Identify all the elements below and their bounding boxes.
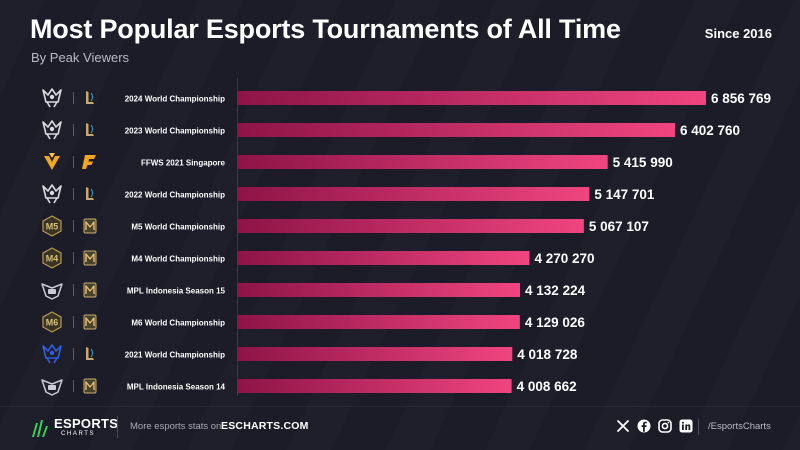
chart-subtitle: By Peak Viewers <box>31 50 130 65</box>
esports-charts-logo-icon <box>32 420 48 437</box>
footer-separator <box>0 406 800 407</box>
value-label: 4 008 662 <box>517 379 577 394</box>
x-icon[interactable] <box>616 419 630 433</box>
value-label: 4 270 270 <box>534 251 594 266</box>
esports-charts-logo[interactable]: ESPORTS CHARTS <box>30 414 118 442</box>
footer: ESPORTS CHARTS More esports stats on ESC… <box>0 406 800 450</box>
logo-brand-text: ESPORTS <box>54 416 119 431</box>
social-handle[interactable]: /EsportsCharts <box>708 421 771 432</box>
worlds-trophy-icon <box>42 120 62 140</box>
linkedin-icon[interactable] <box>679 419 693 433</box>
handle-divider <box>698 419 699 435</box>
value-label: 5 067 107 <box>589 219 649 234</box>
league-of-legends-icon <box>86 347 94 360</box>
since-label: Since 2016 <box>704 26 772 41</box>
bar <box>238 219 584 233</box>
bar <box>238 315 520 329</box>
footer-more-text: More esports stats on <box>130 421 222 432</box>
footer-divider <box>117 416 118 438</box>
bar <box>238 123 676 137</box>
facebook-icon[interactable] <box>637 419 651 433</box>
bar-row: 2021 World Championship 4 018 728 <box>125 347 578 362</box>
category-label: FFWS 2021 Singapore <box>141 158 226 167</box>
logo-brand-sub: CHARTS <box>61 431 96 437</box>
worlds-trophy-icon <box>42 88 62 108</box>
bar-row: M4 World Championship 4 270 270 <box>131 251 595 266</box>
category-label: MPL Indonesia Season 15 <box>127 286 226 295</box>
bar <box>238 187 590 201</box>
svg-text:M5: M5 <box>46 222 59 232</box>
mobile-legends-icon <box>83 378 97 394</box>
bar <box>238 347 513 361</box>
worlds-trophy-icon <box>42 184 62 204</box>
bar-row: MPL Indonesia Season 14 4 008 662 <box>127 379 577 394</box>
svg-text:M4: M4 <box>46 254 59 264</box>
mobile-legends-icon <box>83 250 97 266</box>
mobile-legends-icon <box>83 314 97 330</box>
m6-badge-icon: M6 <box>42 311 62 333</box>
bar-row: 2024 World Championship 6 856 769 <box>125 91 771 106</box>
bar-row: FFWS 2021 Singapore 5 415 990 <box>141 155 673 170</box>
bar-row: 2022 World Championship 5 147 701 <box>125 187 655 202</box>
category-label: M6 World Championship <box>131 318 225 327</box>
footer-site-link[interactable]: ESCHARTS.COM <box>221 420 309 432</box>
bar-row: M6 World Championship 4 129 026 <box>131 315 585 330</box>
ffws-icon <box>44 153 60 170</box>
category-label: 2022 World Championship <box>125 190 225 199</box>
category-label: 2024 World Championship <box>125 94 225 103</box>
m5-badge-icon: M5 <box>42 215 62 237</box>
bar-chart: 2024 World Championship 6 856 769 2023 Wor… <box>41 78 771 396</box>
mpl-id-icon <box>41 379 63 396</box>
value-label: 5 415 990 <box>613 155 673 170</box>
league-of-legends-icon <box>86 91 94 104</box>
value-label: 4 129 026 <box>525 315 586 330</box>
worlds-2021-icon <box>42 344 62 364</box>
free-fire-icon <box>82 155 96 169</box>
bar <box>238 283 521 297</box>
bar-row: MPL Indonesia Season 15 4 132 224 <box>127 283 586 298</box>
value-label: 4 018 728 <box>517 347 578 362</box>
bar-row: 2023 World Championship 6 402 760 <box>125 123 740 138</box>
instagram-icon[interactable] <box>658 419 672 433</box>
bar <box>238 251 530 265</box>
bar <box>238 155 608 169</box>
mobile-legends-icon <box>83 282 97 298</box>
value-label: 6 402 760 <box>680 123 740 138</box>
category-label: M4 World Championship <box>131 254 225 263</box>
value-label: 4 132 224 <box>525 283 586 298</box>
league-of-legends-icon <box>86 123 94 136</box>
category-label: 2023 World Championship <box>125 126 225 135</box>
value-label: 6 856 769 <box>711 91 771 106</box>
category-label: MPL Indonesia Season 14 <box>127 382 226 391</box>
category-label: M5 World Championship <box>131 222 225 231</box>
chart-title: Most Popular Esports Tournaments of All … <box>30 14 621 44</box>
bar <box>238 379 512 393</box>
svg-text:M6: M6 <box>46 318 59 328</box>
mobile-legends-icon <box>83 218 97 234</box>
category-label: 2021 World Championship <box>125 350 225 359</box>
league-of-legends-icon <box>86 187 94 200</box>
mpl-id-icon <box>41 283 63 300</box>
bar <box>238 91 706 105</box>
value-label: 5 147 701 <box>594 187 655 202</box>
m4-badge-icon: M4 <box>42 247 62 269</box>
bar-row: M5 World Championship 5 067 107 <box>131 219 649 234</box>
